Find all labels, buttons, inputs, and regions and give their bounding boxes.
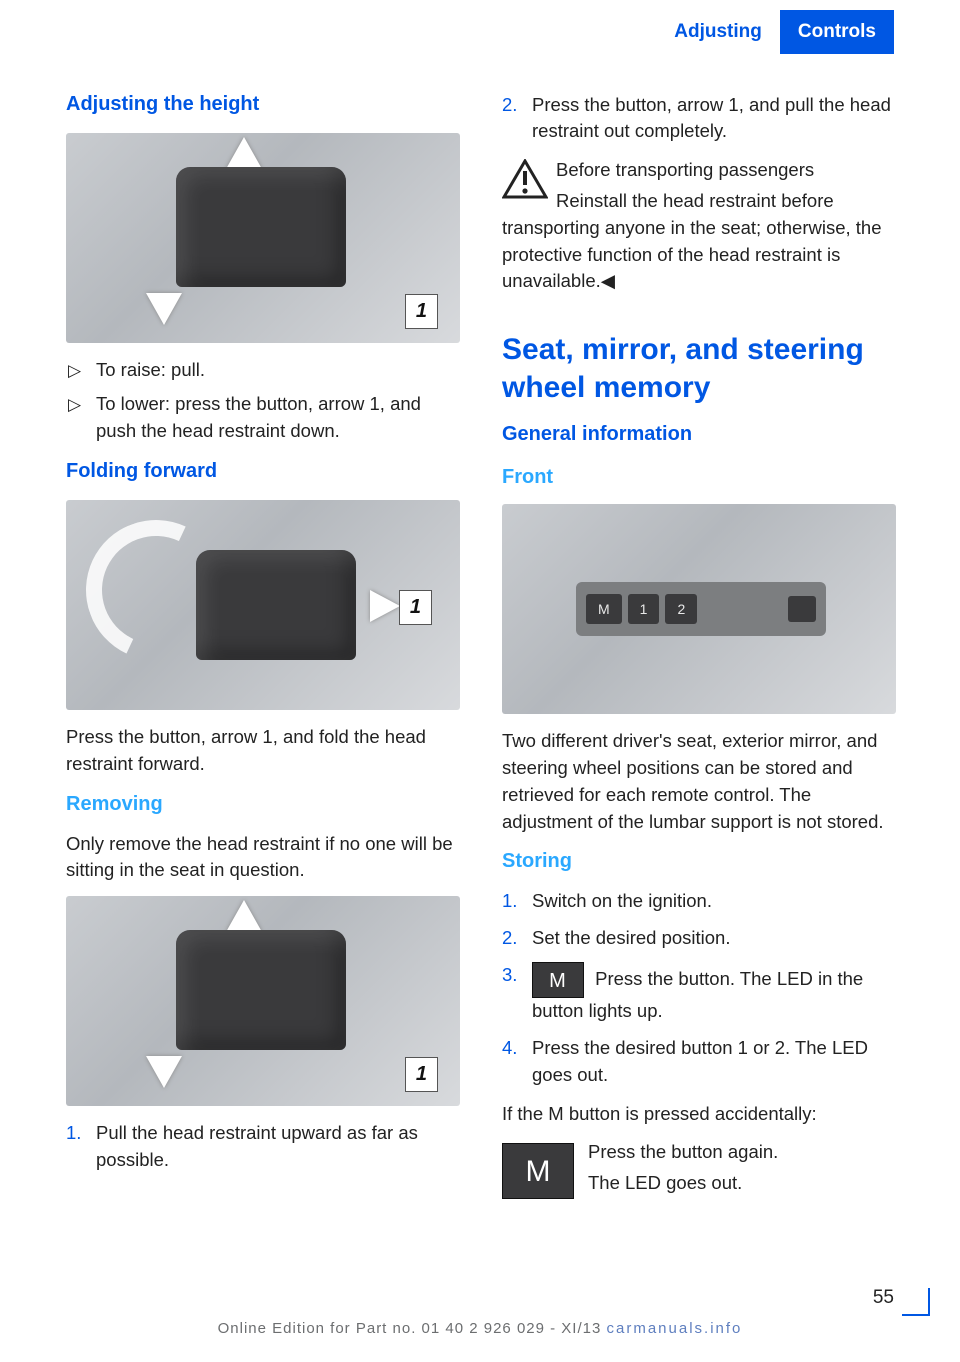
page-header: Adjusting Controls: [0, 0, 960, 54]
list-item: To raise: pull.: [96, 357, 460, 384]
heading-front: Front: [502, 463, 896, 492]
step-text: Press the desired button 1 or 2. The LED…: [532, 1037, 868, 1085]
heading-general-info: General information: [502, 420, 896, 449]
figure-label-1: 1: [399, 590, 432, 625]
remove-text: Only remove the head restraint if no one…: [66, 831, 460, 885]
list-item: 2. Set the desired position.: [532, 925, 896, 952]
step-number: 2.: [502, 925, 517, 952]
left-column: Adjusting the height 1 To raise: pull. T…: [66, 86, 460, 1209]
step-text: Pull the head restraint upward as far as…: [96, 1122, 418, 1170]
header-chapter: Controls: [780, 10, 894, 54]
figure-removing: 1: [66, 896, 460, 1106]
list-item: 4. Press the desired button 1 or 2. The …: [532, 1035, 896, 1089]
heading-memory: Seat, mirror, and steering wheel memory: [502, 331, 896, 406]
arrow-down-icon: [146, 293, 182, 325]
front-description: Two different driver's seat, exterior mi…: [502, 728, 896, 835]
heading-folding-forward: Folding forward: [66, 457, 460, 486]
step-number: 1.: [502, 888, 517, 915]
fold-text: Press the button, arrow 1, and fold the …: [66, 724, 460, 778]
remove-steps-cont: 2. Press the button, arrow 1, and pull t…: [502, 92, 896, 146]
list-item: 3. M Press the button. The LED in the bu…: [532, 962, 896, 1025]
footer: Online Edition for Part no. 01 40 2 926 …: [0, 1318, 960, 1340]
seat-icon: [788, 596, 816, 622]
header-section: Adjusting: [656, 10, 780, 54]
figure-label-1: 1: [405, 1057, 438, 1092]
page-number: 55: [873, 1284, 894, 1312]
step-text: Switch on the ignition.: [532, 890, 712, 911]
head-restraint-shape: [176, 930, 346, 1050]
head-restraint-shape: [196, 550, 356, 660]
arrow-up-icon: [226, 137, 262, 169]
memory-button-1: 1: [628, 594, 660, 624]
corner-decoration: [902, 1288, 930, 1316]
remove-steps: 1. Pull the head restraint upward as far…: [66, 1120, 460, 1174]
warning-icon: [502, 159, 548, 199]
arrow-up-icon: [226, 900, 262, 932]
heading-storing: Storing: [502, 847, 896, 876]
warning-block: Before transporting passengers Reinstall…: [502, 157, 896, 307]
figure-folding: 1: [66, 500, 460, 710]
accidental-text: If the M button is pressed accidentally:: [502, 1101, 896, 1128]
head-restraint-shape: [176, 167, 346, 287]
arrow-down-icon: [146, 1056, 182, 1088]
heading-removing: Removing: [66, 790, 460, 819]
list-item: To lower: press the button, arrow 1, and…: [96, 391, 460, 445]
list-item: 2. Press the button, arrow 1, and pull t…: [532, 92, 896, 146]
list-item: 1. Switch on the ignition.: [532, 888, 896, 915]
footer-edition: Online Edition for Part no. 01 40 2 926 …: [218, 1320, 602, 1337]
step-text: Set the desired position.: [532, 927, 731, 948]
m-button-large-icon: M: [502, 1143, 574, 1199]
figure-label-1: 1: [405, 294, 438, 329]
right-column: 2. Press the button, arrow 1, and pull t…: [502, 86, 896, 1209]
press-again-block: M Press the button again. The LED goes o…: [502, 1139, 896, 1209]
adjust-list: To raise: pull. To lower: press the butt…: [66, 357, 460, 445]
m-button-icon: M: [532, 962, 584, 998]
warning-body: Reinstall the head restraint before tran…: [502, 188, 896, 295]
list-item: 1. Pull the head restraint upward as far…: [96, 1120, 460, 1174]
step-number: 1.: [66, 1120, 81, 1147]
warning-title: Before transporting passengers: [556, 159, 814, 180]
figure-memory-panel: M 1 2: [502, 504, 896, 714]
step-text: Press the button, arrow 1, and pull the …: [532, 94, 891, 142]
page-content: Adjusting the height 1 To raise: pull. T…: [0, 54, 960, 1209]
heading-adjusting-height: Adjusting the height: [66, 90, 460, 119]
memory-button-2: 2: [665, 594, 697, 624]
memory-button-m: M: [586, 594, 622, 624]
step-number: 4.: [502, 1035, 517, 1062]
step-number: 3.: [502, 962, 517, 989]
memory-panel: M 1 2: [576, 582, 826, 636]
storing-steps: 1. Switch on the ignition. 2. Set the de…: [502, 888, 896, 1088]
footer-watermark: carmanuals.info: [607, 1320, 743, 1337]
figure-height-adjust: 1: [66, 133, 460, 343]
side-arrow-icon: [370, 590, 400, 622]
step-number: 2.: [502, 92, 517, 119]
